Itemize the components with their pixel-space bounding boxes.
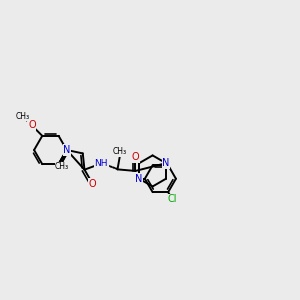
Text: O: O [89, 179, 97, 189]
Text: N: N [135, 174, 143, 184]
Text: N: N [162, 158, 170, 168]
Text: Cl: Cl [167, 194, 177, 204]
Text: N: N [63, 145, 70, 155]
Text: O: O [28, 120, 36, 130]
Text: NH: NH [94, 159, 108, 168]
Text: CH₃: CH₃ [113, 147, 127, 156]
Text: O: O [132, 152, 139, 162]
Text: CH₃: CH₃ [16, 112, 30, 121]
Text: CH₃: CH₃ [55, 162, 69, 171]
